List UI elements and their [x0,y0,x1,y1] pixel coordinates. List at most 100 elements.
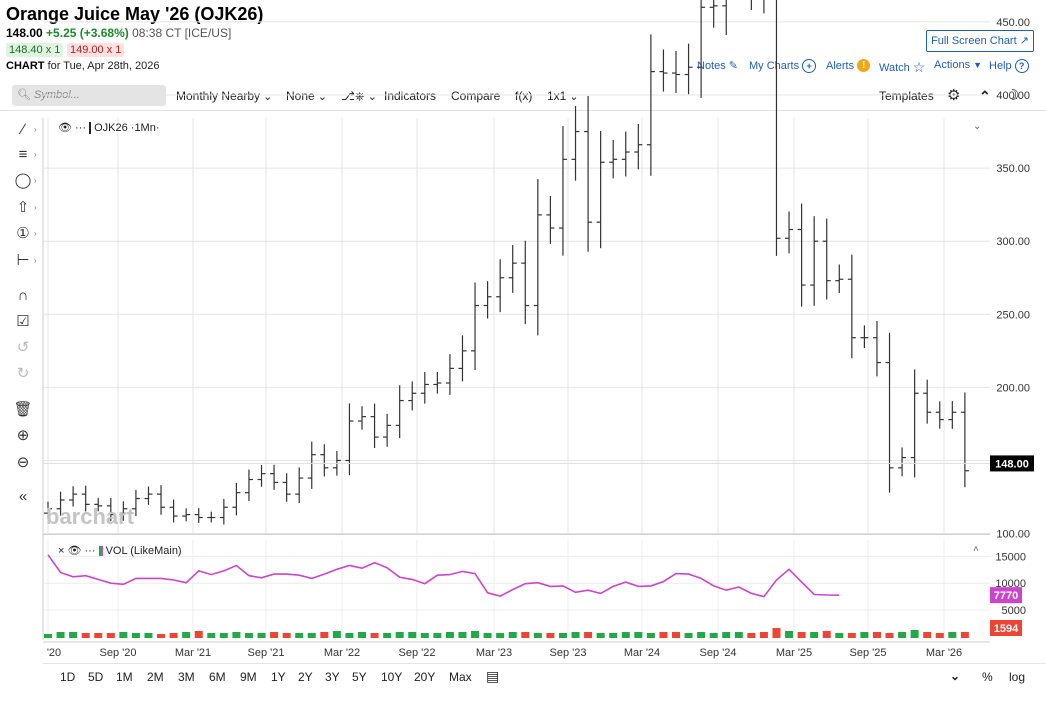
price-tick-label: 200.00 [996,382,1030,394]
timeframe-9m[interactable]: 9M [240,670,257,684]
legend-caret-icon[interactable]: ⌄ [973,121,982,132]
timeframe-3y[interactable]: 3Y [325,670,340,684]
fibonacci-icon[interactable]: ≡ › [18,146,37,163]
timeframe-max[interactable]: Max [449,670,472,684]
timeframe-5y[interactable]: 5Y [352,670,367,684]
timeframe-2m[interactable]: 2M [147,670,164,684]
collapse-icon[interactable]: « [18,488,28,505]
magnet-icon[interactable]: ∩ [17,287,29,304]
collapse-up-icon[interactable]: ⌃ [979,88,991,104]
quote-time: 08:38 CT [ICE/US] [132,26,232,40]
notes-label: Notes [697,59,726,72]
timeframe-bar [43,663,1046,690]
timeframe-1d[interactable]: 1D [60,670,76,684]
volume-caret-icon[interactable]: ˄ [973,544,979,555]
fx-button[interactable]: f(x) [515,89,533,103]
zoom-out-icon[interactable]: ⊖ [16,454,30,471]
volume-tick-label: 15000 [995,551,1026,563]
timeframe-5d[interactable]: 5D [88,670,104,684]
last-price-label: 148.00 [995,458,1029,470]
x-tick-label: Sep '21 [248,647,285,659]
more-icon[interactable]: ··· [75,122,87,134]
timeframe-3m[interactable]: 3M [178,670,195,684]
volume-bar [320,632,329,638]
timeframe-1m[interactable]: 1M [116,670,133,684]
caret-down-icon: ▼ [973,60,982,70]
trash-icon[interactable]: 🗑︎ [13,401,33,418]
last-price: 148.00 [6,26,43,40]
arrow-up-icon[interactable]: ⇧ › [16,199,37,216]
plus-circle-icon: + [802,59,817,73]
layout-dropdown[interactable]: 1x1 [547,86,579,106]
volume-bar [433,633,442,638]
volume-bar [69,632,78,638]
alerts-link[interactable]: Alerts! [826,59,871,72]
star-icon: ☆ [912,59,926,75]
x-tick-label: Mar '25 [776,647,812,659]
volume-bar [420,633,429,638]
watch-link[interactable]: Watch ☆ [879,59,925,76]
draw-line-icon[interactable]: ∕ › [21,121,37,138]
volume-bar [910,630,919,638]
volume-average-box [990,587,1022,604]
timeframe-10y[interactable]: 10Y [381,670,403,684]
more-icon[interactable]: ··· [84,545,96,557]
timeframe-1y[interactable]: 1Y [271,670,286,684]
volume-bar [584,632,593,638]
shapes-icon[interactable]: ◯ › [14,172,37,189]
calendar-icon[interactable]: ▤ [486,668,500,684]
volume-bar [697,632,706,638]
ask-badge: 149.00 x 1 [67,43,125,57]
timeframe-20y[interactable]: 20Y [414,670,436,684]
volume-value-box [990,620,1022,636]
volume-legend: × 👁︎ ··· VOL (LikeMain) [58,544,182,557]
chart-toolbar [0,82,1046,111]
volume-bar [131,633,140,638]
close-icon[interactable]: × [58,545,65,557]
expand-down-icon[interactable]: ⌄ [950,669,961,683]
indicators-button[interactable]: Indicators [384,89,437,103]
percent-toggle[interactable]: % [982,670,993,684]
watch-label: Watch [879,61,910,74]
volume-bar [332,631,341,638]
bar-type-dropdown[interactable]: ⎇⎈ ⌄ [341,89,377,103]
volume-bar [508,632,517,638]
barchart-watermark: barchart [46,504,135,529]
price-tick-label: 100.00 [996,529,1030,541]
alert-icon: ! [857,59,871,72]
redo-icon[interactable]: ↻ [16,365,30,382]
my-charts-link[interactable]: My Charts + [749,59,817,73]
compare-button[interactable]: Compare [451,89,501,103]
text-note-icon[interactable]: ① › [16,225,37,242]
zoom-in-icon[interactable]: ⊕ [16,427,30,444]
help-link[interactable]: Help? [989,59,1029,73]
volume-bar [408,632,417,638]
overlay-dropdown[interactable]: None [286,86,327,106]
volume-bar [56,632,65,638]
log-toggle[interactable]: log [1009,670,1026,684]
period-dropdown[interactable]: Monthly Nearby [176,86,272,106]
notes-link[interactable]: Notes ✎ [697,59,738,73]
actions-menu[interactable]: Actions ▼ [934,59,982,71]
volume-bar [898,632,907,638]
measure-icon[interactable]: ⊢ › [16,252,37,269]
volume-bar [872,632,881,638]
undo-icon[interactable]: ↺ [16,339,30,356]
volume-bar [521,632,530,638]
timeframe-6m[interactable]: 6M [209,670,226,684]
drawing-tools: ∕ › ≡ › ◯ › ⇧ › ① › ⊢ › ∩ ☑ ↺ ↻ 🗑︎ ⊕ ⊖ « [0,112,44,512]
volume-bar [659,632,668,638]
theme-icon[interactable]: ☽ [1006,87,1020,104]
eye-icon[interactable]: 👁︎ [58,122,72,134]
eye-icon[interactable]: 👁︎ [67,545,82,557]
lock-icon[interactable]: ☑ [16,313,30,330]
x-tick-label: Mar '24 [624,647,660,659]
timeframe-2y[interactable]: 2Y [298,670,313,684]
volume-bar [445,632,454,638]
x-tick-label: Sep '24 [700,647,737,659]
full-screen-button[interactable]: Full Screen Chart ↗ [926,30,1034,52]
templates-button[interactable]: Templates [879,89,934,103]
volume-bar [835,633,844,638]
volume-bar [257,633,266,638]
